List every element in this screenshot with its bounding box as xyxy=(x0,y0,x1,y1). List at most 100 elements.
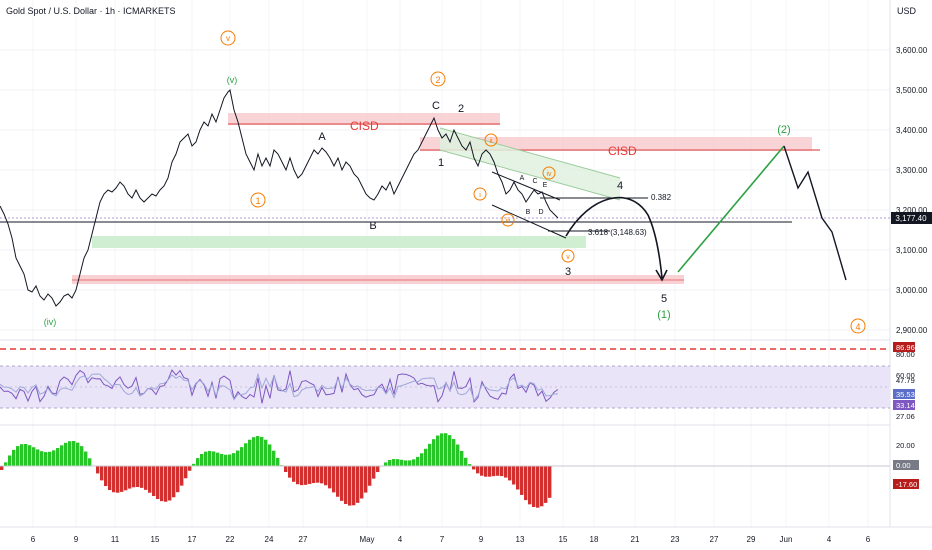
macd-tick-label: 0.00 xyxy=(896,461,911,470)
macd-bar xyxy=(312,466,316,484)
macd-bar xyxy=(448,435,452,466)
projections xyxy=(565,145,847,282)
macd-bar xyxy=(512,466,516,485)
time-tick-label: Jun xyxy=(780,535,793,544)
macd-tick-label: -17.60 xyxy=(896,480,917,489)
macd-bar xyxy=(200,454,204,466)
macd-bar xyxy=(100,466,104,481)
time-tick-label: 27 xyxy=(710,535,719,544)
wave-label-sub-C: C xyxy=(532,178,537,185)
macd-bar xyxy=(544,466,548,503)
time-tick-label: 7 xyxy=(440,535,445,544)
orange-wave-labels: v 2 ii iv 1 i iii v 4 xyxy=(220,30,866,334)
macd-bar xyxy=(88,458,92,466)
macd-bar xyxy=(184,466,188,479)
macd-bar xyxy=(376,466,380,473)
time-axis[interactable]: 6 9 11 15 17 22 24 27 May 4 7 9 13 15 18 21 23 27 29 Jun 4 6 xyxy=(31,535,871,544)
wave-label-paren-iv: (iv) xyxy=(44,317,57,327)
macd-bar xyxy=(4,462,8,466)
macd-tick-label: 20.00 xyxy=(896,441,915,450)
macd-bar xyxy=(76,442,80,466)
macd-bar xyxy=(464,457,468,466)
rsi-line xyxy=(0,369,559,404)
macd-bar xyxy=(12,449,16,466)
macd-bar xyxy=(516,466,520,490)
macd-bar xyxy=(244,443,248,466)
macd-bar xyxy=(28,445,32,466)
macd-bar xyxy=(212,451,216,466)
macd-bar xyxy=(124,466,128,491)
macd-bar xyxy=(520,466,524,495)
macd-bar xyxy=(116,466,120,493)
projection-decline xyxy=(783,145,847,281)
macd-bar xyxy=(348,466,352,506)
time-tick-label: 4 xyxy=(827,535,832,544)
macd-bar xyxy=(172,466,176,498)
macd-bar xyxy=(320,466,324,484)
macd-bar xyxy=(496,466,500,476)
price-tick-label: 3,200.00 xyxy=(896,206,928,215)
price-line xyxy=(0,88,559,307)
macd-bar xyxy=(484,466,488,477)
macd-bar xyxy=(364,466,368,493)
macd-bar xyxy=(240,447,244,466)
rsi-tick-label: 33.14 xyxy=(896,401,915,410)
macd-bar xyxy=(252,437,256,466)
macd-bar xyxy=(232,453,236,466)
price-tick-label: 3,300.00 xyxy=(896,166,928,175)
macd-tick-badge xyxy=(893,479,919,489)
macd-bar xyxy=(368,466,372,486)
macd-bar xyxy=(112,466,116,493)
macd-bar xyxy=(60,445,64,466)
rsi-pane xyxy=(0,348,890,409)
macd-bar xyxy=(208,450,212,466)
cisd-zone-lower xyxy=(420,137,812,151)
wedge-bottom xyxy=(491,204,567,239)
macd-bar xyxy=(524,466,528,501)
macd-bar xyxy=(428,443,432,466)
macd-bar xyxy=(32,447,36,466)
macd-bar xyxy=(408,460,412,466)
wave-label-iv: iv xyxy=(546,171,552,178)
macd-bar xyxy=(156,466,160,500)
grid xyxy=(0,0,890,527)
wave-label-5: 5 xyxy=(661,293,667,305)
projection-wave-4-5 xyxy=(565,196,663,279)
macd-bar xyxy=(168,466,172,501)
wave-label-v-top: v xyxy=(226,34,230,43)
time-tick-label: 17 xyxy=(188,535,197,544)
macd-bar xyxy=(396,459,400,466)
macd-bar xyxy=(260,436,264,466)
price-axis[interactable]: 3,600.00 3,500.00 3,400.00 3,300.00 3,200.00… xyxy=(896,46,928,335)
macd-bar xyxy=(24,444,28,466)
rsi-tick-badge xyxy=(893,389,915,399)
macd-bar xyxy=(476,466,480,474)
currency-label[interactable]: USD xyxy=(897,6,917,16)
macd-bar xyxy=(256,436,260,466)
macd-bar xyxy=(196,458,200,466)
macd-bar xyxy=(436,435,440,466)
wave-label-sub-B: B xyxy=(526,209,531,216)
macd-bar xyxy=(108,466,112,491)
demand-zone xyxy=(92,236,586,248)
macd-bar xyxy=(420,453,424,466)
time-tick-label: 15 xyxy=(559,535,568,544)
wave-label-2-orange: 2 xyxy=(435,75,440,85)
macd-bar xyxy=(400,459,404,466)
wave-circle-iii xyxy=(501,213,515,227)
black-wave-labels: C 2 A 1 B 4 3 5 A C E B D xyxy=(318,100,667,305)
macd-bar xyxy=(336,466,340,497)
wave-label-A: A xyxy=(318,131,326,143)
cisd-label-upper: CISD xyxy=(350,119,379,133)
macd-axis[interactable]: 20.00 0.00 -17.60 xyxy=(893,441,919,489)
price-tick-label: 3,600.00 xyxy=(896,46,928,55)
macd-bar xyxy=(192,463,196,466)
projection-arrow xyxy=(655,269,668,282)
time-tick-label: 24 xyxy=(265,535,274,544)
time-tick-label: 27 xyxy=(299,535,308,544)
time-tick-label: 11 xyxy=(111,535,120,544)
macd-bar xyxy=(492,466,496,477)
fib-0382-label: 0.382 xyxy=(651,193,672,202)
